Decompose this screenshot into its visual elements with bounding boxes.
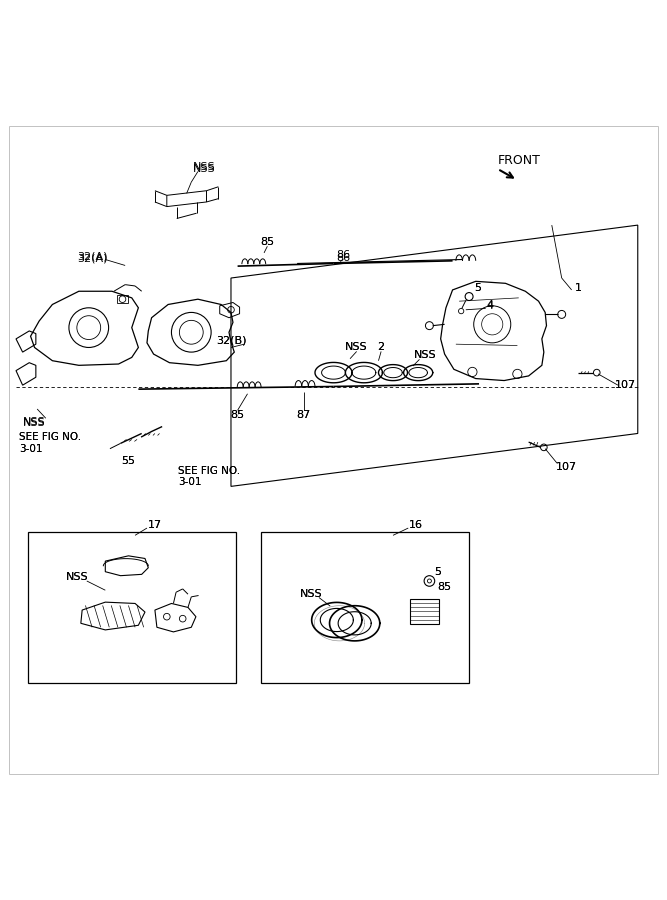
Text: 87: 87 [297, 410, 311, 420]
Text: 85: 85 [260, 237, 274, 247]
Text: 107: 107 [556, 463, 577, 473]
Text: 5: 5 [434, 567, 442, 578]
Text: 85: 85 [437, 582, 451, 592]
Text: SEE FIG NO.: SEE FIG NO. [178, 465, 240, 475]
Text: 85: 85 [231, 410, 245, 420]
Text: SEE FIG NO.: SEE FIG NO. [19, 432, 81, 443]
Text: 3-01: 3-01 [178, 477, 201, 487]
Text: 17: 17 [148, 519, 162, 530]
Text: 1: 1 [575, 283, 582, 293]
Text: 2: 2 [378, 343, 385, 353]
Text: 17: 17 [148, 519, 162, 530]
Text: 32(B): 32(B) [215, 336, 246, 346]
Text: 107: 107 [615, 380, 636, 391]
Text: 16: 16 [409, 519, 423, 530]
Text: 55: 55 [121, 456, 135, 466]
Text: NSS: NSS [193, 162, 216, 172]
Text: 5: 5 [434, 567, 442, 578]
Text: 3-01: 3-01 [178, 477, 201, 487]
Text: 85: 85 [437, 582, 451, 592]
Text: 4: 4 [487, 301, 494, 310]
Text: 107: 107 [615, 380, 636, 391]
Text: NSS: NSS [193, 164, 216, 174]
Text: 87: 87 [297, 410, 311, 420]
Text: 32(A): 32(A) [77, 251, 107, 261]
Bar [117, 295, 129, 303]
Text: SEE FIG NO.: SEE FIG NO. [178, 465, 240, 475]
Text: FRONT: FRONT [498, 154, 540, 166]
Text: NSS: NSS [23, 418, 46, 428]
Text: 4: 4 [487, 300, 494, 310]
Bar [261, 532, 469, 683]
Text: 55: 55 [121, 456, 135, 466]
Text: NSS: NSS [414, 350, 436, 360]
Text: 86: 86 [336, 253, 350, 263]
Text: NSS: NSS [299, 589, 322, 598]
Text: 107: 107 [556, 463, 577, 473]
Text: NSS: NSS [66, 572, 89, 582]
Text: 3-01: 3-01 [19, 444, 43, 454]
Text: 32(B): 32(B) [215, 336, 246, 346]
Text: 86: 86 [336, 250, 350, 260]
Text: 2: 2 [378, 342, 385, 352]
Text: 16: 16 [409, 519, 423, 530]
Text: SEE FIG NO.: SEE FIG NO. [19, 432, 81, 443]
Text: NSS: NSS [346, 343, 368, 353]
Text: NSS: NSS [23, 418, 46, 428]
Text: 3-01: 3-01 [19, 444, 43, 454]
Text: NSS: NSS [346, 342, 368, 352]
Text: 85: 85 [260, 237, 274, 247]
Text: 32(A): 32(A) [77, 253, 107, 263]
Text: 1: 1 [575, 283, 582, 293]
Bar [28, 532, 236, 683]
Text: 85: 85 [231, 410, 245, 420]
Text: 5: 5 [474, 283, 481, 293]
Text: NSS: NSS [414, 350, 436, 360]
Text: 5: 5 [474, 283, 481, 293]
Text: NSS: NSS [299, 589, 322, 598]
Text: NSS: NSS [66, 572, 89, 582]
